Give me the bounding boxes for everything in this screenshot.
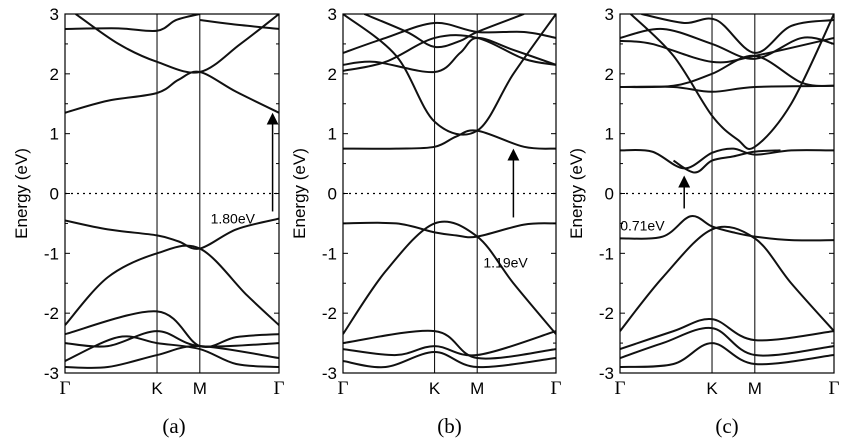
band-line-7 xyxy=(620,147,834,170)
kpoint-label: Γ xyxy=(615,378,626,399)
band-panel-2: -3 -2 -1 0 1 2 3 Energy (eV) Γ K M Γ 1.19eV (b) xyxy=(290,5,562,438)
y-tick-label: 3 xyxy=(328,5,337,24)
band-line-3 xyxy=(620,36,834,64)
band-line-6 xyxy=(343,129,556,150)
band-line-3 xyxy=(343,21,556,54)
band-lines xyxy=(620,14,834,369)
kpoint-label: M xyxy=(748,379,762,398)
band-line-13 xyxy=(620,342,834,369)
band-line-11 xyxy=(620,318,834,351)
kpoint-label: M xyxy=(470,379,484,398)
band-lines xyxy=(343,14,556,369)
band-line-10 xyxy=(343,330,556,357)
gap-label: 1.80eV xyxy=(211,210,256,226)
band-line-9 xyxy=(343,329,556,360)
band-panel-3: -3 -2 -1 0 1 2 3 Energy (eV) Γ K M Γ 0.71eV (c) xyxy=(567,5,840,438)
band-line-7 xyxy=(65,310,279,349)
y-tick-label: 0 xyxy=(605,185,614,204)
y-tick-label: 3 xyxy=(605,5,614,24)
band-line-10 xyxy=(65,345,279,369)
band-line-4 xyxy=(343,14,556,136)
kpoint-label: Γ xyxy=(274,378,285,399)
band-line-1 xyxy=(65,14,201,33)
y-tick-label: 0 xyxy=(50,185,59,204)
kpoint-label: K xyxy=(151,379,163,398)
y-tick-label: -1 xyxy=(599,244,614,263)
gap-label: 0.71eV xyxy=(620,217,665,233)
band-line-1 xyxy=(343,36,556,74)
kpoint-label: Γ xyxy=(60,378,71,399)
band-line-9 xyxy=(620,215,834,242)
y-tick-label: 1 xyxy=(50,125,59,144)
band-lines xyxy=(65,14,279,369)
y-tick-label: 1 xyxy=(605,125,614,144)
band-line-2 xyxy=(199,18,279,30)
panel-caption: (c) xyxy=(715,414,738,438)
panel-caption: (a) xyxy=(162,414,185,438)
y-tick-label: 3 xyxy=(50,5,59,24)
band-line-5 xyxy=(363,14,525,49)
y-tick-label: -1 xyxy=(44,244,59,263)
band-line-10 xyxy=(620,225,834,332)
band-line-6 xyxy=(641,14,834,54)
band-line-2 xyxy=(620,54,834,89)
band-line-7 xyxy=(343,221,556,239)
band-panel-1: -3 -2 -1 0 1 2 3 Energy (eV) Γ K M Γ 1.80eV (a) xyxy=(12,5,285,438)
y-tick-label: -1 xyxy=(322,244,337,263)
band-line-11 xyxy=(343,351,556,369)
band-line-9 xyxy=(65,335,279,369)
band-line-3 xyxy=(75,14,279,74)
y-tick-label: 2 xyxy=(50,65,59,84)
y-tick-label: -3 xyxy=(44,364,59,383)
gap-label: 1.19eV xyxy=(483,254,528,270)
y-tick-label: -3 xyxy=(599,364,614,383)
y-tick-label: 2 xyxy=(605,65,614,84)
y-axis-label: Energy (eV) xyxy=(290,148,309,239)
y-tick-label: -2 xyxy=(322,304,337,323)
band-line-4 xyxy=(620,27,834,60)
kpoint-label: K xyxy=(706,379,718,398)
y-tick-label: -2 xyxy=(44,304,59,323)
y-tick-label: 2 xyxy=(328,65,337,84)
y-axis-label: Energy (eV) xyxy=(567,148,586,239)
kpoint-label: K xyxy=(429,379,441,398)
band-line-8 xyxy=(343,220,556,335)
y-tick-label: 1 xyxy=(328,125,337,144)
kpoint-label: Γ xyxy=(829,378,840,399)
band-line-12 xyxy=(620,326,834,359)
kpoint-label: M xyxy=(193,379,207,398)
panel-caption: (b) xyxy=(437,414,462,438)
band-line-4 xyxy=(65,70,279,114)
kpoint-label: Γ xyxy=(338,378,349,399)
y-tick-label: -2 xyxy=(599,304,614,323)
band-line-6 xyxy=(65,244,279,326)
band-line-8 xyxy=(672,149,781,174)
y-axis-label: Energy (eV) xyxy=(12,148,31,239)
band-line-5 xyxy=(65,217,279,250)
band-line-5 xyxy=(630,14,834,150)
y-tick-label: 0 xyxy=(328,185,337,204)
band-line-2 xyxy=(343,34,556,72)
y-tick-label: -3 xyxy=(322,364,337,383)
kpoint-label: Γ xyxy=(551,378,562,399)
